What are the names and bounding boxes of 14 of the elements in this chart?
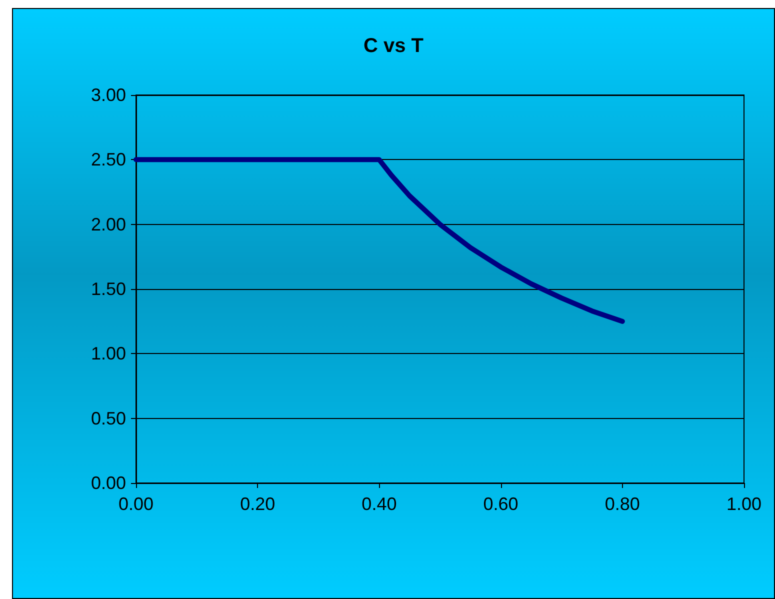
y-tick-label: 0.00 <box>90 473 126 493</box>
chart-title: C vs T <box>363 35 424 57</box>
y-tick-label: 3.00 <box>90 85 126 105</box>
y-tick-label: 1.00 <box>90 344 126 364</box>
y-tick-label: 2.00 <box>90 214 126 234</box>
x-tick-label: 0.20 <box>240 494 276 514</box>
x-tick-label: 0.60 <box>483 494 518 514</box>
x-tick-label: 0.00 <box>118 494 154 514</box>
y-tick-label: 1.50 <box>90 279 126 299</box>
x-tick-label: 0.40 <box>362 494 397 514</box>
y-tick-label: 2.50 <box>90 150 126 170</box>
x-tick-label: 0.80 <box>604 494 640 514</box>
y-tick-label: 0.50 <box>90 408 126 428</box>
x-tick-label: 1.00 <box>726 494 762 514</box>
